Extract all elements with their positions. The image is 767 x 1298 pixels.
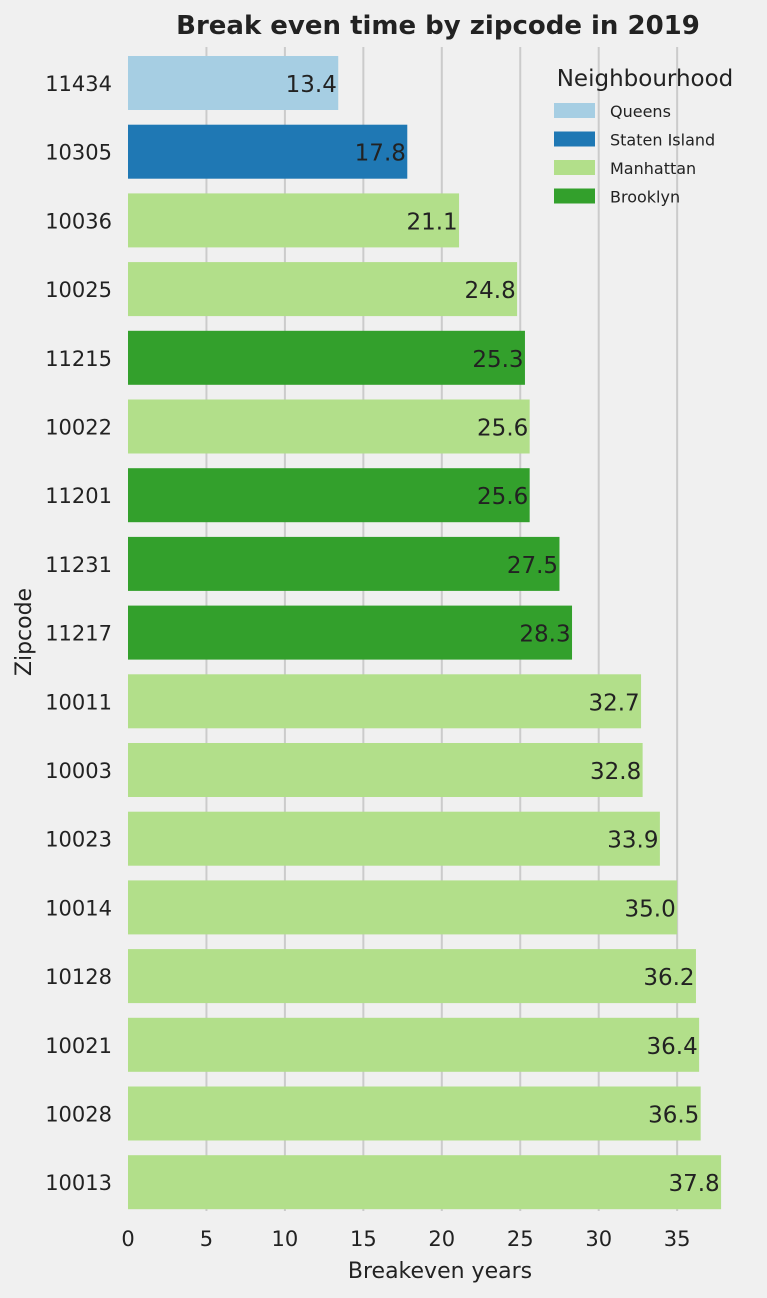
bar [128, 262, 518, 317]
legend-swatch [554, 160, 595, 175]
legend-entry-label: Staten Island [610, 131, 715, 150]
x-axis-label: Breakeven years [348, 1259, 532, 1284]
bar [128, 1155, 722, 1210]
x-tick-label: 20 [428, 1227, 455, 1251]
bars [128, 56, 722, 1210]
y-tick-label: 10305 [45, 141, 112, 165]
bar [128, 674, 642, 729]
legend-swatch [554, 188, 595, 204]
y-tick-labels: 11434 10305 10036 10025 11215 10022 11201 11231… [45, 72, 112, 1195]
y-tick-label: 11217 [45, 622, 112, 646]
value-label: 35.0 [625, 896, 676, 922]
bar [128, 536, 560, 591]
bar [128, 193, 460, 248]
x-tick-label: 10 [272, 1227, 299, 1251]
value-label: 36.2 [643, 965, 694, 991]
bar [128, 1086, 701, 1141]
y-tick-label: 10022 [45, 416, 112, 440]
x-tick-labels: 0 5 10 15 20 25 30 35 [121, 1227, 690, 1251]
y-axis-label: Zipcode [12, 588, 37, 676]
x-tick-label: 15 [350, 1227, 377, 1251]
x-tick-label: 5 [200, 1227, 213, 1251]
value-labels: 13.4 17.8 21.1 24.8 25.3 25.6 25.6 27.5 28.3 32.7… [286, 72, 720, 1197]
bar [128, 605, 573, 660]
bar [128, 811, 660, 866]
legend-entry-label: Manhattan [610, 159, 696, 178]
y-tick-label: 10025 [45, 278, 112, 302]
y-tick-label: 10014 [45, 896, 112, 920]
value-label: 33.9 [607, 828, 658, 854]
value-label: 13.4 [286, 72, 337, 98]
value-label: 32.7 [588, 690, 639, 716]
y-tick-label: 10021 [45, 1034, 112, 1058]
bar [128, 880, 678, 935]
y-tick-label: 11215 [45, 347, 112, 371]
value-label: 24.8 [465, 278, 516, 304]
value-label: 36.4 [647, 1034, 698, 1060]
y-tick-label: 10023 [45, 828, 112, 852]
y-tick-label: 10013 [45, 1171, 112, 1195]
x-tick-label: 0 [121, 1227, 134, 1251]
x-tick-label: 25 [507, 1227, 534, 1251]
x-tick-label: 35 [664, 1227, 691, 1251]
value-label: 37.8 [668, 1171, 719, 1197]
value-label: 27.5 [507, 553, 558, 579]
value-label: 36.5 [648, 1103, 699, 1129]
legend-entry-label: Brooklyn [610, 188, 680, 207]
legend-entry-label: Queens [610, 102, 671, 121]
value-label: 25.3 [472, 347, 523, 373]
y-tick-label: 11434 [45, 72, 112, 96]
legend-swatch [554, 103, 595, 118]
bar [128, 468, 530, 523]
value-label: 28.3 [519, 622, 570, 648]
bar [128, 949, 696, 1004]
value-label: 17.8 [355, 141, 406, 167]
y-tick-label: 11201 [45, 484, 112, 508]
value-label: 32.8 [590, 759, 641, 785]
y-tick-label: 10003 [45, 759, 112, 783]
y-tick-label: 10011 [45, 690, 112, 714]
y-tick-label: 10128 [45, 965, 112, 989]
value-label: 25.6 [477, 416, 528, 442]
legend: Neighbourhood Queens Staten Island Manhatt… [554, 66, 733, 207]
value-label: 21.1 [406, 209, 457, 235]
x-tick-label: 30 [585, 1227, 612, 1251]
bar [128, 330, 525, 385]
value-label: 25.6 [477, 484, 528, 510]
bar [128, 399, 530, 454]
bar [128, 124, 408, 179]
legend-title: Neighbourhood [557, 66, 734, 92]
y-tick-label: 11231 [45, 553, 112, 577]
legend-swatch [554, 131, 595, 147]
y-tick-label: 10028 [45, 1103, 112, 1127]
chart-title: Break even time by zipcode in 2019 [176, 11, 700, 41]
bar [128, 56, 339, 110]
y-tick-label: 10036 [45, 209, 112, 233]
bar [128, 743, 643, 797]
bar [128, 1017, 700, 1072]
